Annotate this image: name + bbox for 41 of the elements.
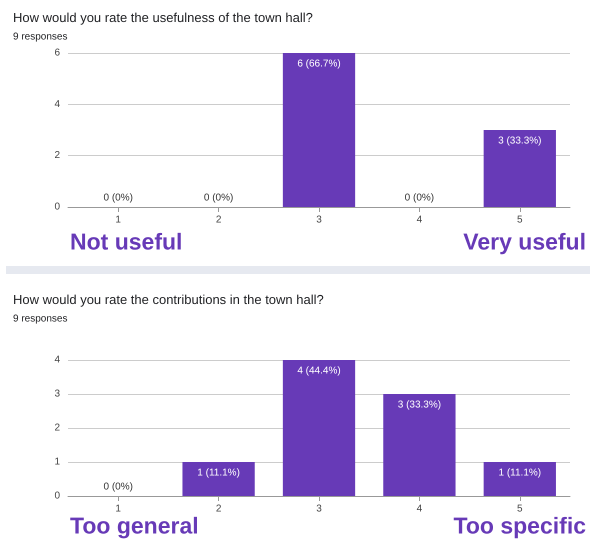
- bar: [484, 462, 556, 496]
- y-tick-label: 1: [54, 456, 60, 468]
- x-tick-label: 3: [316, 214, 322, 226]
- text: Not useful: [70, 228, 182, 254]
- y-tick-label: 6: [54, 48, 60, 58]
- chart-subtitle: 9 responses: [13, 314, 68, 324]
- text: Very useful: [463, 228, 586, 254]
- x-tick-label: 1: [115, 214, 122, 226]
- data-label: 0 (0%): [204, 192, 234, 204]
- x-tick-label: 3: [316, 504, 322, 514]
- x-tick-label: 2: [216, 504, 222, 514]
- x-tick-label: 5: [517, 504, 524, 514]
- data-label: 0 (0%): [103, 482, 133, 492]
- y-tick-label: 4: [54, 354, 60, 366]
- y-tick-label: 0: [54, 490, 60, 502]
- x-tick-label: 5: [517, 214, 524, 226]
- x-tick-label: 2: [216, 214, 222, 226]
- data-label: 6 (66.7%): [297, 58, 341, 70]
- y-tick-label: 2: [54, 150, 60, 162]
- y-tick-label: 4: [54, 98, 60, 110]
- data-label: 0 (0%): [404, 192, 434, 204]
- data-label: 1 (11.1%): [498, 468, 542, 478]
- data-label: 3 (33.3%): [498, 136, 542, 146]
- data-label: 1 (11.1%): [197, 468, 240, 478]
- text: Too general: [70, 512, 199, 538]
- y-tick-label: 2: [54, 422, 60, 434]
- text: Too specific: [454, 512, 586, 538]
- chart-title: How would you rate the contributions in the town hall?: [13, 292, 324, 307]
- x-tick-label: 4: [416, 504, 423, 514]
- data-label: 0 (0%): [103, 192, 133, 204]
- bar: [182, 462, 255, 496]
- bar: [282, 360, 356, 496]
- chart-title: How would you rate the usefulness of the town hall?: [13, 10, 313, 25]
- x-tick-label: 4: [416, 214, 423, 226]
- x-tick-label: 1: [115, 504, 122, 514]
- bar: [383, 394, 456, 496]
- chart-subtitle: 9 responses: [13, 32, 68, 42]
- data-label: 4 (44.4%): [297, 366, 341, 376]
- y-tick-label: 3: [54, 388, 60, 400]
- data-label: 3 (33.3%): [398, 400, 442, 410]
- y-tick-label: 0: [54, 202, 60, 212]
